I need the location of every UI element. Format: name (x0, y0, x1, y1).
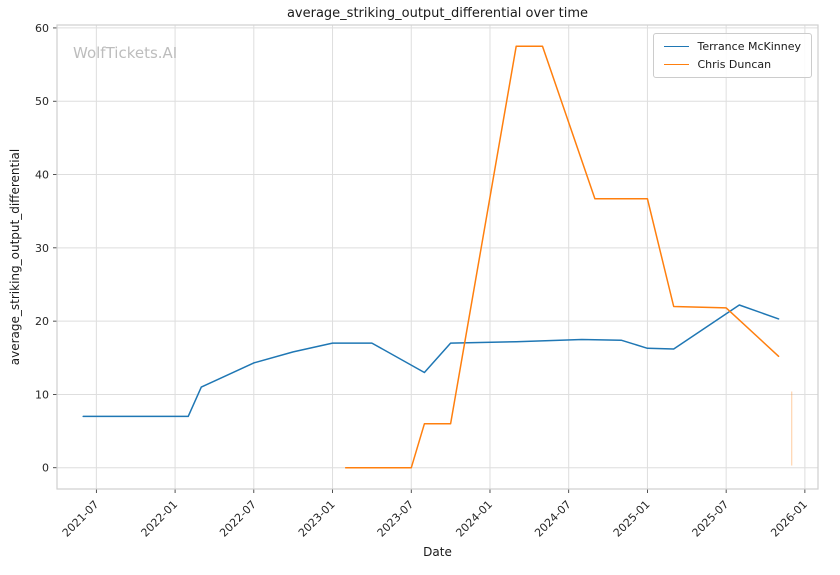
chart-title: average_striking_output_differential ove… (286, 6, 589, 21)
series-line-0 (82, 304, 780, 418)
x-tick-label: 2022-07 (217, 498, 259, 540)
x-axis-label: Date (423, 545, 452, 559)
x-tick-label: 2024-01 (453, 498, 495, 540)
legend: Terrance McKinney Chris Duncan (653, 33, 812, 78)
y-tick-label: 10 (35, 388, 49, 401)
x-tick-label: 2023-07 (375, 498, 417, 540)
x-tick-label: 2025-01 (611, 498, 653, 540)
y-tick-label: 30 (35, 242, 49, 255)
x-tick-label: 2023-01 (296, 498, 338, 540)
series-line-1 (344, 45, 780, 469)
y-tick-label: 60 (35, 22, 49, 35)
x-tick-label: 2026-01 (768, 498, 810, 540)
legend-item: Chris Duncan (664, 59, 801, 70)
x-tick-label: 2021-07 (60, 498, 102, 540)
x-tick-label: 2025-07 (690, 498, 732, 540)
legend-label: Chris Duncan (697, 58, 772, 71)
x-tick-label: 2022-01 (139, 498, 181, 540)
legend-line-swatch (664, 46, 690, 47)
plot-frame (56, 24, 819, 490)
legend-line-swatch (664, 64, 690, 65)
legend-label: Terrance McKinney (697, 40, 801, 53)
legend-item: Terrance McKinney (664, 41, 801, 52)
x-tick-label: 2024-07 (532, 498, 574, 540)
y-axis-label: average_striking_output_differential (8, 148, 22, 366)
y-tick-label: 20 (35, 315, 49, 328)
y-tick-label: 50 (35, 95, 49, 108)
y-tick-label: 40 (35, 169, 49, 182)
watermark: WolfTickets.AI (73, 44, 178, 62)
y-tick-label: 0 (42, 462, 49, 475)
